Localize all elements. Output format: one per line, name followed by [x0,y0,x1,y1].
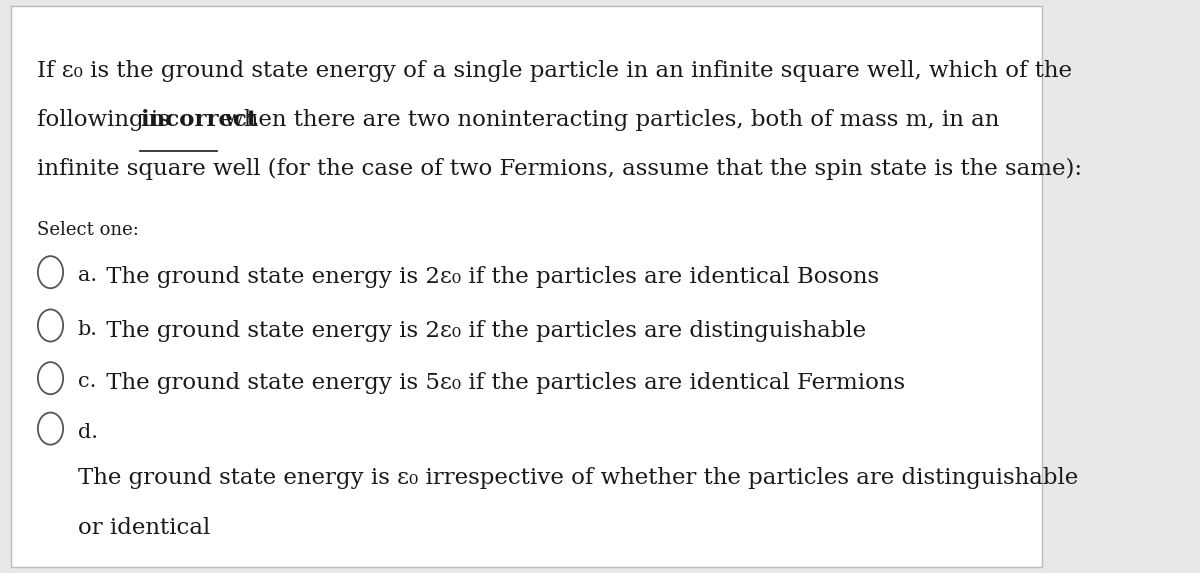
Ellipse shape [38,362,64,394]
Text: The ground state energy is 2ε₀ if the particles are identical Bosons: The ground state energy is 2ε₀ if the pa… [98,266,880,288]
Ellipse shape [38,256,64,288]
Text: The ground state energy is 5ε₀ if the particles are identical Fermions: The ground state energy is 5ε₀ if the pa… [98,372,905,394]
Ellipse shape [38,309,64,342]
Text: c.: c. [78,372,96,391]
Text: If ε₀ is the ground state energy of a single particle in an infinite square well: If ε₀ is the ground state energy of a si… [37,60,1072,82]
Text: d.: d. [78,423,98,442]
Text: when there are two noninteracting particles, both of mass m, in an: when there are two noninteracting partic… [217,109,1000,131]
Ellipse shape [38,413,64,445]
Text: a.: a. [78,266,97,285]
Text: incorrect: incorrect [140,109,257,131]
Text: Select one:: Select one: [37,221,139,238]
Text: b.: b. [78,320,98,339]
Text: The ground state energy is ε₀ irrespective of whether the particles are distingu: The ground state energy is ε₀ irrespecti… [78,467,1078,489]
FancyBboxPatch shape [11,6,1042,567]
Text: The ground state energy is 2ε₀ if the particles are distinguishable: The ground state energy is 2ε₀ if the pa… [98,320,866,342]
Text: following is: following is [37,109,176,131]
Text: or identical: or identical [78,517,210,539]
Text: infinite square well (for the case of two Fermions, assume that the spin state i: infinite square well (for the case of tw… [37,158,1082,180]
